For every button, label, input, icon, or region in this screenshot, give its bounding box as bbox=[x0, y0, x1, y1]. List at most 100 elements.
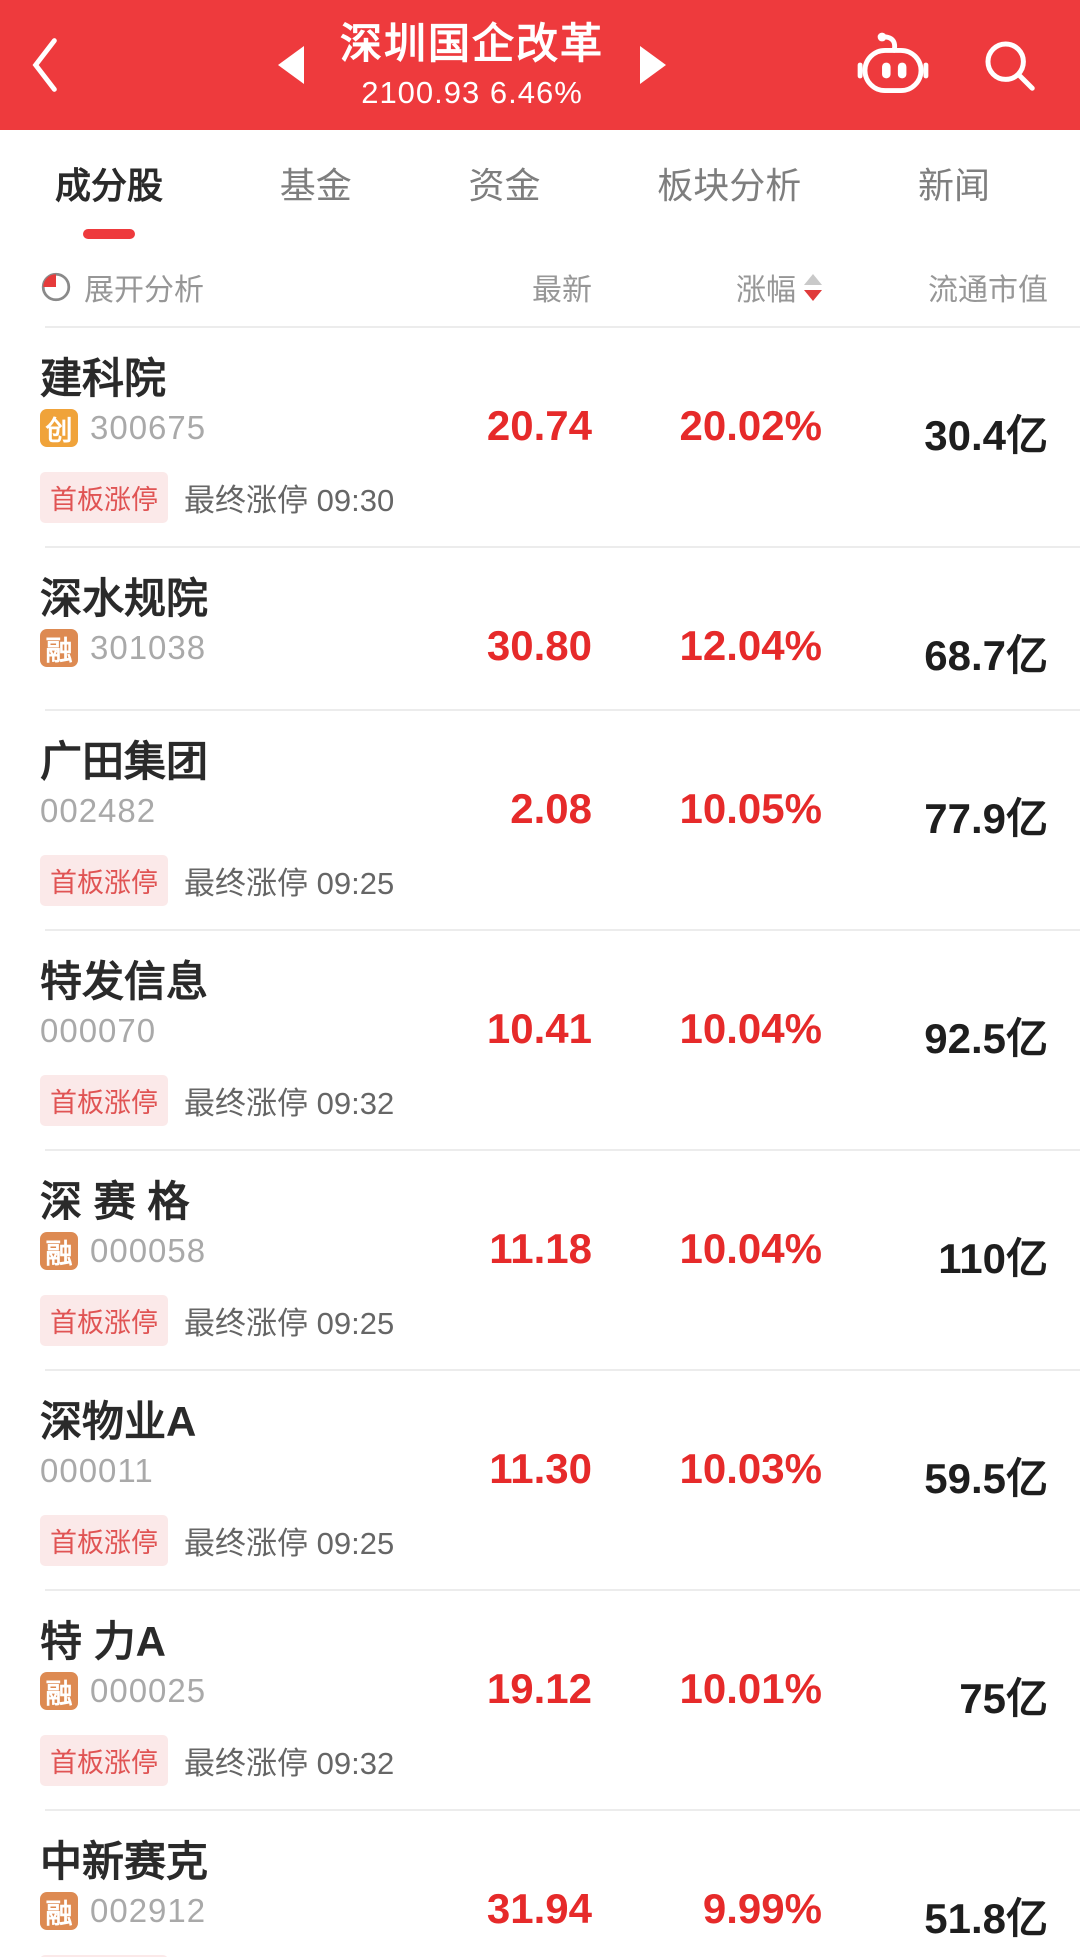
limit-up-note: 最终涨停 09:25 bbox=[184, 1305, 395, 1341]
app-header: 深圳国企改革 2100.93 6.46% bbox=[0, 0, 1080, 130]
tab-label: 板块分析 bbox=[657, 165, 802, 206]
stock-row[interactable]: 特 力A 融 000025 首板涨停 最终涨停 09:32 19.12 10.0… bbox=[0, 1591, 1080, 1809]
expand-analysis-toggle[interactable]: 展开分析 bbox=[40, 265, 422, 309]
limit-up-badge: 首板涨停 bbox=[40, 471, 168, 523]
stock-name: 特发信息 bbox=[40, 958, 209, 1005]
stock-row[interactable]: 广田集团 002482 首板涨停 最终涨停 09:25 2.08 10.05% … bbox=[0, 711, 1080, 929]
page-title: 深圳国企改革 bbox=[339, 19, 604, 67]
limit-up-note: 最终涨停 09:30 bbox=[184, 482, 395, 518]
column-change[interactable]: 涨幅 bbox=[592, 265, 822, 309]
chevron-left-icon bbox=[32, 38, 57, 92]
stock-info: 特发信息 000070 首板涨停 最终涨停 09:32 bbox=[40, 957, 422, 1126]
change-percent: 10.03% bbox=[679, 1445, 822, 1492]
stock-info: 建科院 创 300675 首板涨停 最终涨停 09:30 bbox=[40, 354, 422, 523]
latest-price: 19.12 bbox=[486, 1665, 592, 1712]
index-value: 2100.93 6.46% bbox=[361, 74, 583, 110]
column-latest[interactable]: 最新 bbox=[532, 274, 592, 307]
back-button[interactable] bbox=[0, 0, 90, 130]
code-line: 000070 bbox=[40, 1009, 422, 1053]
limit-up-line: 首板涨停 最终涨停 09:32 bbox=[40, 1074, 422, 1126]
limit-up-badge: 首板涨停 bbox=[40, 1734, 168, 1786]
stock-row[interactable]: 建科院 创 300675 首板涨停 最终涨停 09:30 20.74 20.02… bbox=[0, 328, 1080, 546]
stock-code: 300675 bbox=[90, 409, 207, 446]
market-tag: 融 bbox=[40, 1672, 78, 1710]
stock-info: 广田集团 002482 首板涨停 最终涨停 09:25 bbox=[40, 737, 422, 906]
code-line: 融 000025 bbox=[40, 1669, 422, 1713]
divider bbox=[45, 546, 1080, 548]
latest-price: 30.80 bbox=[486, 622, 592, 669]
search-icon[interactable] bbox=[978, 34, 1040, 96]
stock-info: 深物业A 000011 首板涨停 最终涨停 09:25 bbox=[40, 1397, 422, 1566]
market-cap: 59.5亿 bbox=[924, 1455, 1048, 1502]
stock-row[interactable]: 深物业A 000011 首板涨停 最终涨停 09:25 11.30 10.03%… bbox=[0, 1371, 1080, 1589]
next-sector-button[interactable] bbox=[640, 46, 666, 84]
divider bbox=[45, 1809, 1080, 1811]
sort-desc-icon bbox=[804, 289, 822, 301]
stock-name: 中新赛克 bbox=[40, 1838, 209, 1885]
sector-switcher: 深圳国企改革 2100.93 6.46% bbox=[90, 19, 854, 110]
stock-row[interactable]: 特发信息 000070 首板涨停 最终涨停 09:32 10.41 10.04%… bbox=[0, 931, 1080, 1149]
code-line: 融 002912 bbox=[40, 1889, 422, 1933]
divider bbox=[45, 1369, 1080, 1371]
limit-up-line: 首板涨停 最终涨停 09:25 bbox=[40, 1294, 422, 1346]
market-tag: 创 bbox=[40, 409, 78, 447]
market-tag: 融 bbox=[40, 1892, 78, 1930]
active-tab-underline bbox=[83, 229, 135, 239]
robot-assistant-icon[interactable] bbox=[854, 32, 932, 98]
sort-arrows-icon bbox=[804, 273, 822, 301]
market-cap: 77.9亿 bbox=[924, 795, 1048, 842]
limit-up-badge: 首板涨停 bbox=[40, 854, 168, 906]
limit-up-badge: 首板涨停 bbox=[40, 1074, 168, 1126]
prev-sector-button[interactable] bbox=[277, 46, 304, 84]
divider bbox=[45, 1589, 1080, 1591]
tab-label: 成分股 bbox=[55, 165, 164, 206]
stock-row[interactable]: 中新赛克 融 002912 首板涨停 最终涨停 09:51 31.94 9.99… bbox=[0, 1811, 1080, 1957]
code-line: 002482 bbox=[40, 789, 422, 833]
stock-info: 中新赛克 融 002912 首板涨停 最终涨停 09:51 bbox=[40, 1837, 422, 1957]
stock-name: 特 力A bbox=[40, 1618, 167, 1665]
market-cap: 92.5亿 bbox=[924, 1015, 1048, 1062]
tab-成分股[interactable]: 成分股 bbox=[55, 139, 163, 239]
limit-up-line: 首板涨停 最终涨停 09:25 bbox=[40, 854, 422, 906]
stock-code: 000070 bbox=[40, 1012, 157, 1049]
pie-quarter-icon bbox=[41, 272, 71, 302]
latest-price: 31.94 bbox=[486, 1885, 592, 1932]
tab-label: 资金 bbox=[468, 165, 541, 206]
stock-list: 建科院 创 300675 首板涨停 最终涨停 09:30 20.74 20.02… bbox=[0, 328, 1080, 1957]
divider bbox=[45, 1149, 1080, 1151]
latest-price: 11.30 bbox=[489, 1445, 592, 1492]
limit-up-note: 最终涨停 09:25 bbox=[184, 865, 395, 901]
divider bbox=[45, 326, 1080, 328]
divider bbox=[45, 929, 1080, 931]
limit-up-badge: 首板涨停 bbox=[40, 1294, 168, 1346]
stock-info: 特 力A 融 000025 首板涨停 最终涨停 09:32 bbox=[40, 1617, 422, 1786]
tab-label: 新闻 bbox=[917, 165, 990, 206]
latest-price: 20.74 bbox=[486, 402, 592, 449]
stock-row[interactable]: 深 赛 格 融 000058 首板涨停 最终涨停 09:25 11.18 10.… bbox=[0, 1151, 1080, 1369]
latest-price: 10.41 bbox=[486, 1005, 592, 1052]
stock-code: 002912 bbox=[90, 1892, 207, 1929]
limit-up-badge: 首板涨停 bbox=[40, 1514, 168, 1566]
stock-code: 000011 bbox=[40, 1452, 154, 1489]
stock-name: 广田集团 bbox=[40, 738, 209, 785]
change-percent: 10.05% bbox=[679, 785, 822, 832]
tab-基金[interactable]: 基金 bbox=[280, 139, 352, 239]
tab-新闻[interactable]: 新闻 bbox=[918, 139, 990, 239]
header-actions bbox=[854, 32, 1080, 98]
stock-name: 深 赛 格 bbox=[40, 1178, 190, 1225]
stock-row[interactable]: 深水规院 融 301038 30.80 12.04% 68.7亿 bbox=[0, 548, 1080, 709]
tab-板块分析[interactable]: 板块分析 bbox=[657, 139, 801, 239]
column-change-label: 涨幅 bbox=[736, 274, 796, 307]
tab-资金[interactable]: 资金 bbox=[468, 139, 540, 239]
limit-up-badge: 首板涨停 bbox=[40, 1954, 168, 1957]
divider bbox=[45, 709, 1080, 711]
stock-name: 深物业A bbox=[40, 1398, 197, 1445]
column-market-cap[interactable]: 流通市值 bbox=[928, 274, 1048, 307]
change-percent: 10.01% bbox=[679, 1665, 822, 1712]
tab-label: 基金 bbox=[279, 165, 352, 206]
change-percent: 20.02% bbox=[679, 402, 822, 449]
stock-info: 深 赛 格 融 000058 首板涨停 最终涨停 09:25 bbox=[40, 1177, 422, 1346]
latest-price: 11.18 bbox=[489, 1225, 592, 1272]
code-line: 000011 bbox=[40, 1449, 422, 1493]
